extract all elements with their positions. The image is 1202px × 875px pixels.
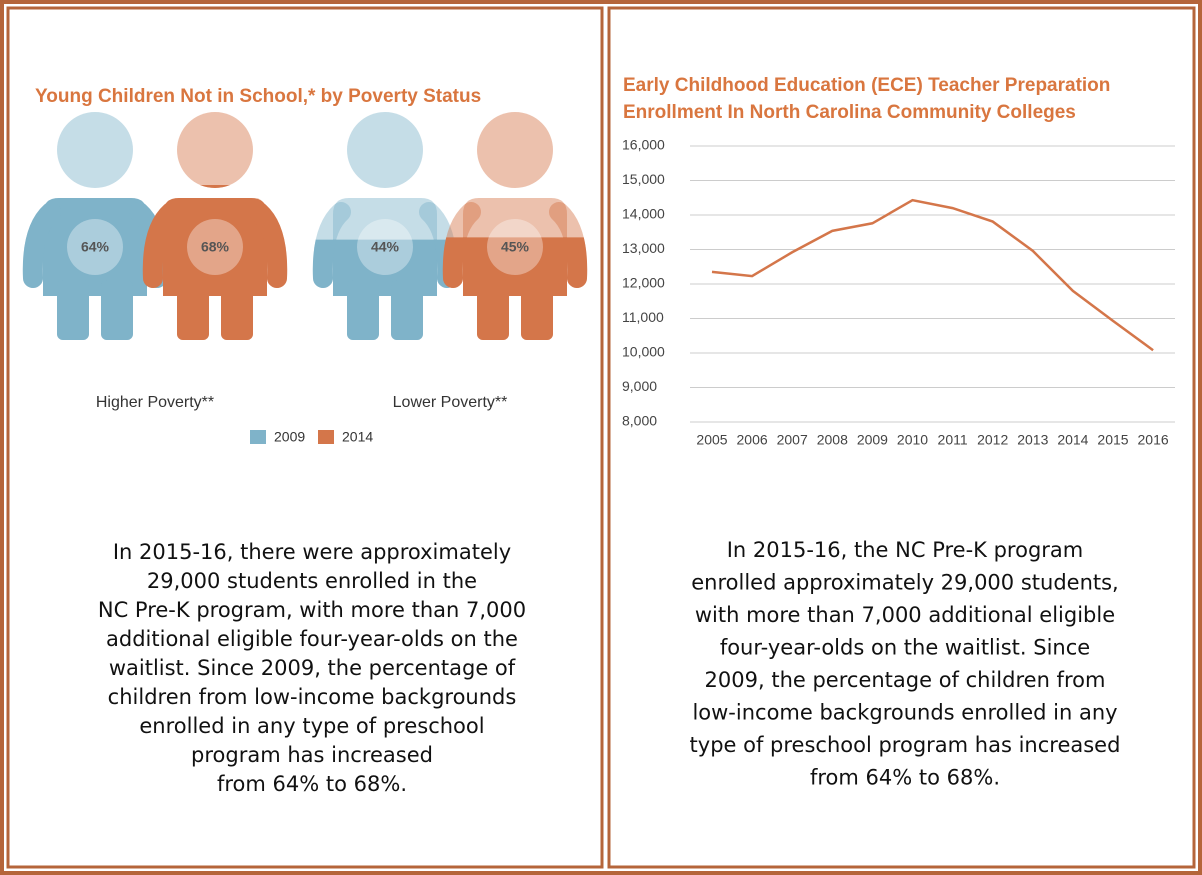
y-tick-label: 14,000 <box>622 206 665 222</box>
legend-label: 2014 <box>342 429 373 445</box>
paragraph-line: In 2015-16, there were approximately <box>113 540 511 564</box>
x-tick-label: 2012 <box>977 432 1008 448</box>
x-tick-label: 2007 <box>777 432 808 448</box>
x-tick-label: 2005 <box>696 432 727 448</box>
paragraph-line: program has increased <box>191 743 433 767</box>
legend-label: 2009 <box>274 429 305 445</box>
x-tick-label: 2013 <box>1017 432 1048 448</box>
value-label: 68% <box>201 239 230 255</box>
paragraph-line: four-year-olds on the waitlist. Since <box>720 636 1090 660</box>
x-tick-label: 2006 <box>737 432 768 448</box>
value-label: 64% <box>81 239 110 255</box>
value-label: 45% <box>501 239 530 255</box>
paragraph-line: additional eligible four-year-olds on th… <box>106 627 518 651</box>
paragraph-line: type of preschool program has increased <box>690 733 1121 757</box>
y-tick-label: 13,000 <box>622 240 665 256</box>
head <box>177 112 253 188</box>
y-tick-label: 10,000 <box>622 344 665 360</box>
paragraph-line: from 64% to 68%. <box>217 772 407 796</box>
y-tick-label: 8,000 <box>622 413 657 429</box>
category-label: Higher Poverty** <box>96 394 214 411</box>
y-tick-label: 16,000 <box>622 137 665 153</box>
leg <box>477 280 509 340</box>
paragraph-line: enrolled in any type of preschool <box>139 714 484 738</box>
category-label: Lower Poverty** <box>393 394 508 411</box>
chart-title: Early Childhood Education (ECE) Teacher … <box>623 75 1110 96</box>
legend-swatch <box>318 430 334 444</box>
paragraph-line: enrolled approximately 29,000 students, <box>691 571 1118 595</box>
paragraph-line: children from low-income backgrounds <box>108 685 517 709</box>
leg <box>101 280 133 340</box>
paragraph-line: from 64% to 68%. <box>810 766 1000 790</box>
leg <box>391 280 423 340</box>
page: Young Children Not in School,* by Povert… <box>0 0 1202 875</box>
value-label: 44% <box>371 239 400 255</box>
head <box>57 112 133 188</box>
leg <box>347 280 379 340</box>
x-tick-label: 2008 <box>817 432 848 448</box>
legend-swatch <box>250 430 266 444</box>
paragraph-line: waitlist. Since 2009, the percentage of <box>109 656 516 680</box>
leg <box>221 280 253 340</box>
paragraph-line: 29,000 students enrolled in the <box>147 569 477 593</box>
x-tick-label: 2010 <box>897 432 928 448</box>
head <box>477 112 553 188</box>
y-tick-label: 11,000 <box>622 309 664 325</box>
x-tick-label: 2009 <box>857 432 888 448</box>
y-tick-label: 15,000 <box>622 171 665 187</box>
chart-title: Young Children Not in School,* by Povert… <box>35 86 481 107</box>
x-tick-label: 2014 <box>1057 432 1088 448</box>
leg <box>521 280 553 340</box>
data-line <box>712 200 1153 350</box>
y-tick-label: 9,000 <box>622 378 657 394</box>
chart-title: Enrollment In North Carolina Community C… <box>623 102 1076 123</box>
paragraph-line: with more than 7,000 additional eligible <box>695 603 1115 627</box>
paragraph-line: In 2015-16, the NC Pre-K program <box>727 538 1084 562</box>
x-tick-label: 2011 <box>938 432 968 448</box>
leg <box>57 280 89 340</box>
x-tick-label: 2016 <box>1138 432 1169 448</box>
x-tick-label: 2015 <box>1097 432 1128 448</box>
leg <box>177 280 209 340</box>
paragraph-line: 2009, the percentage of children from <box>705 668 1106 692</box>
paragraph-line: low-income backgrounds enrolled in any <box>692 701 1117 725</box>
y-tick-label: 12,000 <box>622 275 665 291</box>
paragraph-line: NC Pre-K program, with more than 7,000 <box>98 598 526 622</box>
head <box>347 112 423 188</box>
screen: Young Children Not in School,* by Povert… <box>0 0 1202 875</box>
